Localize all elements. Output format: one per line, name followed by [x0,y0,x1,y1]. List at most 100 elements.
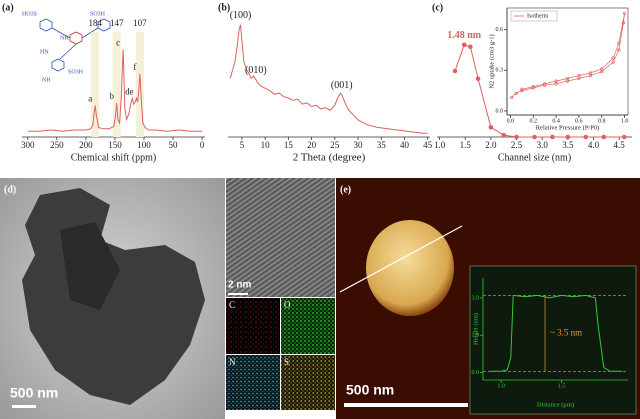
x-tick-label: 150 [108,140,122,150]
highlight-band [135,32,144,137]
scale-bar [228,293,248,295]
peak-label: d [125,86,130,96]
data-point [461,42,467,48]
x-tick-label: 2.0 [485,140,497,150]
data-point [601,134,607,140]
x-axis-label: Distance (μm) [537,401,574,408]
data-point [514,134,519,140]
x-tick-label: 3.5 [562,140,574,150]
x-tick-label: 0.8 [598,118,606,124]
data-line [511,13,625,98]
panel-label: (c) [432,2,443,13]
eds-map [226,355,280,410]
y-axis-label: N2 uptake (cm3 g-1) [488,34,495,88]
data-point [520,87,524,91]
x-tick-label: 35 [377,140,387,150]
panel-label: (b) [218,2,230,13]
scale-bar [12,405,36,408]
peak-label: e [129,86,133,96]
structure-label: NH [60,35,69,41]
data-point [565,134,571,140]
data-point [600,67,604,71]
eds-label: C [229,300,235,310]
y-tick-label: 0.6 [496,27,504,33]
structure-label: NH [42,77,51,83]
annotation: 1.48 nm [447,30,482,41]
x-tick-label: 5 [240,140,245,150]
plot-background [507,8,628,115]
data-point [475,76,481,82]
data-point [617,41,621,45]
x-tick-label: 15 [284,140,294,150]
scale-label: 500 nm [10,385,58,401]
y-tick-label: 3.0 [472,295,480,301]
data-line [27,49,203,132]
x-tick-label: 10 [261,140,271,150]
x-tick-label: 0 [200,140,205,150]
y-tick-label: 0.3 [496,68,504,74]
x-tick-label: 0.4 [552,118,560,124]
data-point [611,56,615,60]
data-point [488,125,494,130]
tem-flake [60,222,120,310]
data-point [622,11,627,16]
data-point [583,134,589,140]
data-point [554,79,558,83]
x-axis-label: Channel size (nm) [498,152,571,163]
x-axis-label: Chemical shift (ppm) [71,152,157,163]
data-point [531,86,535,90]
data-point [621,21,626,25]
panel-label: (d) [4,184,16,195]
data-point [543,83,547,87]
data-line [489,294,622,372]
eds-map [226,298,280,354]
afm-flake [366,220,454,316]
peak-label: (001) [331,80,353,91]
x-tick-label: 100 [137,140,151,150]
panel-label: (e) [340,184,351,195]
data-point [531,84,535,89]
x-tick-label: 30 [354,140,364,150]
scale-bar [344,403,468,407]
structure [39,18,111,72]
eds-label: S [284,357,289,367]
x-tick-label: 1.5 [558,383,566,389]
x-tick-label: 300 [21,140,35,150]
eds-map [281,355,335,410]
profile-line [339,225,463,293]
x-tick-label: 200 [79,140,93,150]
top-label: 147 [110,18,124,28]
data-point [452,68,458,74]
peak-label: f [133,62,136,72]
x-tick-label: 250 [50,140,64,150]
annotation: ~ 3.5 nm [550,327,582,337]
data-point [577,74,581,78]
data-point [565,76,570,81]
data-point [611,60,615,64]
x-tick-label: 0.0 [507,118,515,124]
highlight-band [91,32,100,137]
legend-label: Isotherm [527,13,549,19]
x-tick-label: 1.5 [460,140,472,150]
structure-label: SO3H [68,69,84,75]
data-point [543,82,547,86]
x-tick-label: 3.0 [537,140,549,150]
structure-label: HN [40,49,49,55]
peak-label: c [116,37,120,47]
data-point [532,134,537,140]
x-tick-label: 2.5 [511,140,523,150]
x-axis-label: Relative Pressure (P/P0) [536,124,600,131]
x-tick-label: 25 [330,140,340,150]
data-point [520,89,524,93]
x-tick-label: 20 [307,140,317,150]
x-tick-label: 0.6 [575,118,583,124]
data-point [468,44,473,50]
top-label: 184 [88,18,102,28]
data-point [501,132,507,138]
x-tick-label: 50 [169,140,179,150]
highlight-band [112,32,121,137]
top-label: 107 [133,18,147,28]
peak-label: (010) [245,65,267,76]
x-tick-label: 4.5 [614,140,626,150]
